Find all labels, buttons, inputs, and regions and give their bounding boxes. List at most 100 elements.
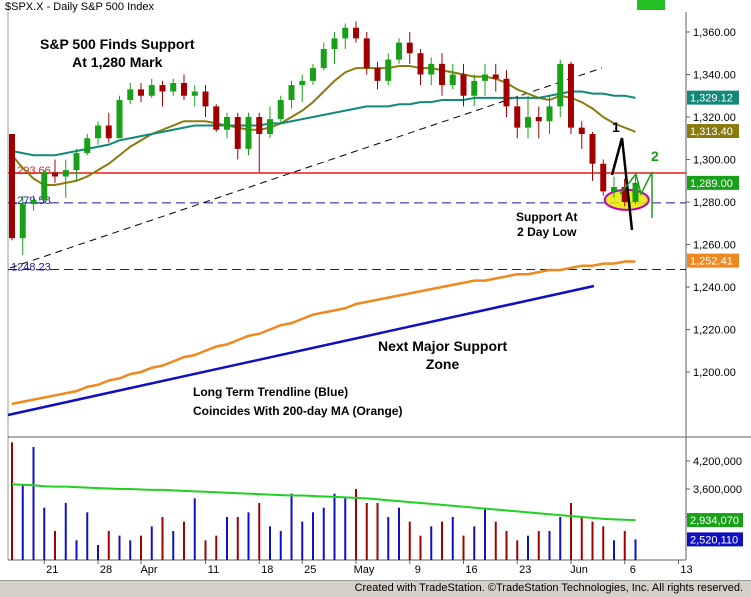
volume-tag-bg — [687, 513, 743, 528]
candle-body — [525, 117, 531, 128]
candle-body — [95, 125, 101, 139]
major-support-text: Next Major Support Zone — [378, 338, 508, 372]
price-tick-label: 1,220.00 — [693, 325, 736, 337]
price-tag-bg — [687, 175, 739, 190]
candle-body — [589, 134, 596, 164]
ema20-line — [11, 65, 636, 186]
date-tick-label: 9 — [415, 564, 421, 576]
level-label: 1248.23 — [11, 262, 51, 274]
price-tick-label: 1,260.00 — [693, 240, 736, 252]
date-tick-label: 28 — [100, 564, 112, 576]
price-tag-label: 1,313.40 — [690, 126, 733, 138]
volume-ma-line — [11, 483, 636, 522]
footer-bar: Created with TradeStation. ©TradeStation… — [0, 580, 751, 597]
candle-body — [578, 127, 585, 134]
candle-body — [105, 125, 112, 139]
candle-body — [170, 83, 177, 92]
chart-title: $SPX.X - Daily S&P 500 Index — [5, 1, 154, 13]
price-tag-label: 1,289.00 — [690, 178, 733, 190]
date-tick-label: 11 — [208, 564, 219, 576]
candle-body — [9, 134, 15, 239]
ma200-line — [11, 260, 636, 406]
date-tick-label: 6 — [630, 564, 636, 576]
candle-body — [428, 63, 435, 75]
footer-credit: Created with TradeStation. ©TradeStation… — [354, 582, 743, 594]
long-term-trendline — [7, 284, 595, 417]
candle-body — [127, 89, 134, 100]
candle-body — [632, 182, 639, 202]
price-tick-label: 1,320.00 — [693, 112, 736, 124]
date-tick-label: 23 — [519, 564, 531, 576]
trendline-note: Long Term Trendline (Blue) — [193, 385, 348, 399]
candle-body — [52, 172, 58, 177]
date-tick-label: 18 — [261, 564, 273, 576]
candle-body — [460, 74, 467, 96]
volume-tick-label: 3,600,000 — [693, 484, 742, 496]
volume-tag-bg — [687, 532, 743, 547]
price-tick-label: 1,300.00 — [693, 155, 736, 167]
candle-body — [482, 74, 488, 81]
date-tick-label: 21 — [46, 564, 58, 576]
volume-tag-label: 2,520,110 — [690, 534, 738, 546]
candle-body — [439, 63, 445, 86]
candle-body — [256, 117, 263, 134]
date-tick-label: May — [354, 564, 375, 576]
candle-body — [568, 63, 574, 128]
trendline-note-text: Long Term Trendline (Blue) — [193, 385, 349, 399]
price-tick-label: 1,340.00 — [693, 70, 736, 82]
candle-body — [30, 199, 37, 205]
candle-body — [116, 100, 123, 139]
candle-body — [84, 138, 91, 154]
rising-trendline — [9, 67, 603, 269]
candle-body — [299, 80, 306, 86]
candle-body — [611, 187, 617, 192]
candle-body — [41, 172, 48, 200]
scenario-1-path — [610, 137, 634, 231]
candle-body — [374, 68, 381, 81]
level-label: 1293.66 — [11, 165, 51, 177]
candle-body — [159, 85, 166, 92]
candle-body — [19, 204, 26, 239]
price-tag-bg — [687, 90, 739, 105]
candle-body — [600, 163, 607, 192]
candle-body — [320, 49, 327, 69]
candle-body — [342, 27, 349, 39]
ma50-line — [11, 90, 636, 157]
scenario-1-text: 1 — [612, 119, 620, 135]
candle-body — [213, 106, 220, 130]
date-tick-label: 25 — [304, 564, 316, 576]
candle-body — [138, 89, 144, 96]
headline-annotation: S&P 500 Finds Support At 1,280 Mark — [40, 35, 195, 71]
candle-body — [353, 27, 359, 39]
candle-body — [234, 117, 241, 149]
candle-body — [277, 100, 284, 120]
candle-body — [396, 42, 402, 60]
candle-body — [492, 74, 499, 79]
date-tick-label: 13 — [680, 564, 692, 576]
candle-body — [385, 59, 392, 81]
candle-body — [148, 85, 155, 96]
price-tag-bg — [687, 124, 739, 139]
major-support-annotation: Next Major Support Zone — [378, 337, 507, 373]
candle-body — [471, 80, 478, 96]
candle-body — [191, 91, 198, 96]
price-tag-label: 1,252.41 — [690, 256, 733, 268]
candle-body — [202, 91, 209, 107]
candle-body — [267, 119, 273, 134]
date-tick-label: Jun — [570, 564, 588, 576]
volume-tick-label: 4,200,000 — [693, 456, 742, 468]
support-annotation: Support At 2 Day Low — [516, 210, 578, 240]
candle-body — [181, 83, 187, 96]
candle-body — [557, 63, 564, 107]
scenario-1-label: 1 — [612, 119, 620, 135]
candle-body — [621, 187, 628, 202]
candle-body — [514, 106, 521, 128]
candle-body — [406, 42, 413, 54]
ma-note-text: Coincides With 200-day MA (Orange) — [193, 404, 403, 418]
candle-body — [310, 68, 316, 81]
candle-body — [331, 38, 338, 49]
candle-body — [535, 117, 542, 122]
status-indicator — [637, 0, 665, 10]
chart-title-bar: $SPX.X - Daily S&P 500 Index — [0, 0, 300, 14]
